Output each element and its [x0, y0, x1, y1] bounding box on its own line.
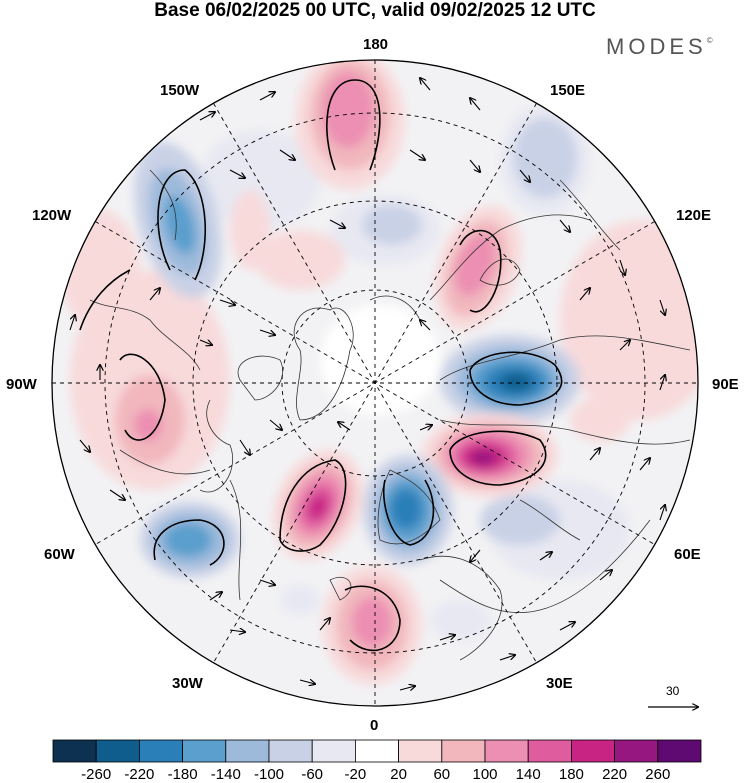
colorbar-tick-label: 100	[472, 766, 498, 783]
meridians	[52, 60, 698, 706]
colorbar-swatch	[441, 739, 486, 763]
colorbar-tick-label: -100	[253, 766, 285, 783]
reference-vector-label: 30	[666, 684, 680, 698]
colorbar-tick-label: 140	[515, 766, 541, 783]
lon-label-150e: 150E	[550, 82, 586, 99]
colorbar-swatch	[398, 739, 443, 763]
colorbar-swatch	[657, 739, 702, 763]
lon-label-90w: 90W	[6, 376, 37, 393]
colorbar-swatch	[225, 739, 270, 763]
colorbar-swatch	[311, 739, 356, 763]
colorbar-swatch	[484, 739, 529, 763]
colorbar-tick-label: 60	[433, 766, 451, 783]
lon-label-30w: 30W	[172, 675, 203, 692]
colorbar-swatch	[95, 739, 140, 763]
colorbar-swatch	[268, 739, 313, 763]
colorbar-tick-label: -180	[167, 766, 198, 783]
brand-mark: ©	[706, 36, 713, 45]
map-title: Base 06/02/2025 00 UTC, valid 09/02/2025…	[154, 0, 596, 21]
lon-label-60w: 60W	[44, 546, 75, 563]
map-border	[51, 59, 699, 707]
colorbar-tick-label: -140	[210, 766, 241, 783]
lon-label-150w: 150W	[160, 82, 200, 99]
colorbar-tick-label: -20	[344, 766, 367, 783]
lon-label-0: 0	[370, 717, 379, 734]
colorbar-tick-label: 220	[602, 766, 628, 783]
coastlines	[89, 169, 691, 661]
colorbar-tick-label: 180	[558, 766, 584, 783]
lon-label-120e: 120E	[676, 207, 712, 224]
colorbar-tick-label: 260	[645, 766, 671, 783]
lon-label-180: 180	[363, 36, 389, 53]
lon-label-30e: 30E	[546, 675, 573, 692]
colorbar-swatch	[138, 739, 183, 763]
colorbar-tick-label: -220	[124, 766, 155, 783]
colorbar-swatch	[614, 739, 659, 763]
colorbar	[52, 739, 702, 763]
colorbar-tick-label: -60	[301, 766, 324, 783]
brand-name: MODES	[606, 34, 707, 59]
anomaly-field	[60, 60, 698, 685]
lon-label-60e: 60E	[674, 546, 701, 563]
lon-label-90e: 90E	[712, 376, 739, 393]
brand-logo: MODES©	[606, 34, 713, 60]
lon-label-120w: 120W	[32, 207, 72, 224]
colorbar-swatch	[182, 739, 227, 763]
colorbar-tick-label: 20	[390, 766, 407, 783]
colorbar-swatch	[571, 739, 616, 763]
colorbar-swatch	[354, 739, 399, 763]
colorbar-swatch	[527, 739, 572, 763]
colorbar-swatch	[52, 739, 97, 763]
colorbar-tick-label: -260	[81, 766, 112, 783]
map-disc	[52, 60, 698, 706]
